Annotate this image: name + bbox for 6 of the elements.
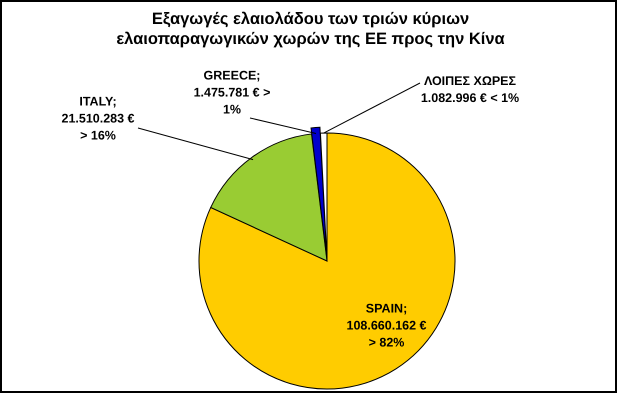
data-label: 1.082.996 € < 1% xyxy=(420,91,520,105)
slice-label: ΛΟΙΠΕΣ ΧΩΡΕΣ xyxy=(424,74,517,88)
slice-label: GREECE; 1.475.781 € > 1% xyxy=(194,68,270,116)
slice-label: SPAIN; 108.660.162 € > 82% xyxy=(346,301,427,350)
slice-label: ITALY; 21.510.283 € > 16% xyxy=(62,94,135,142)
chart-title: Εξαγωγές ελαιολάδου των τριών κύριων ελαιοπαραγωγικών χωρών της ΕΕ προς την Κίνα xyxy=(116,10,505,48)
